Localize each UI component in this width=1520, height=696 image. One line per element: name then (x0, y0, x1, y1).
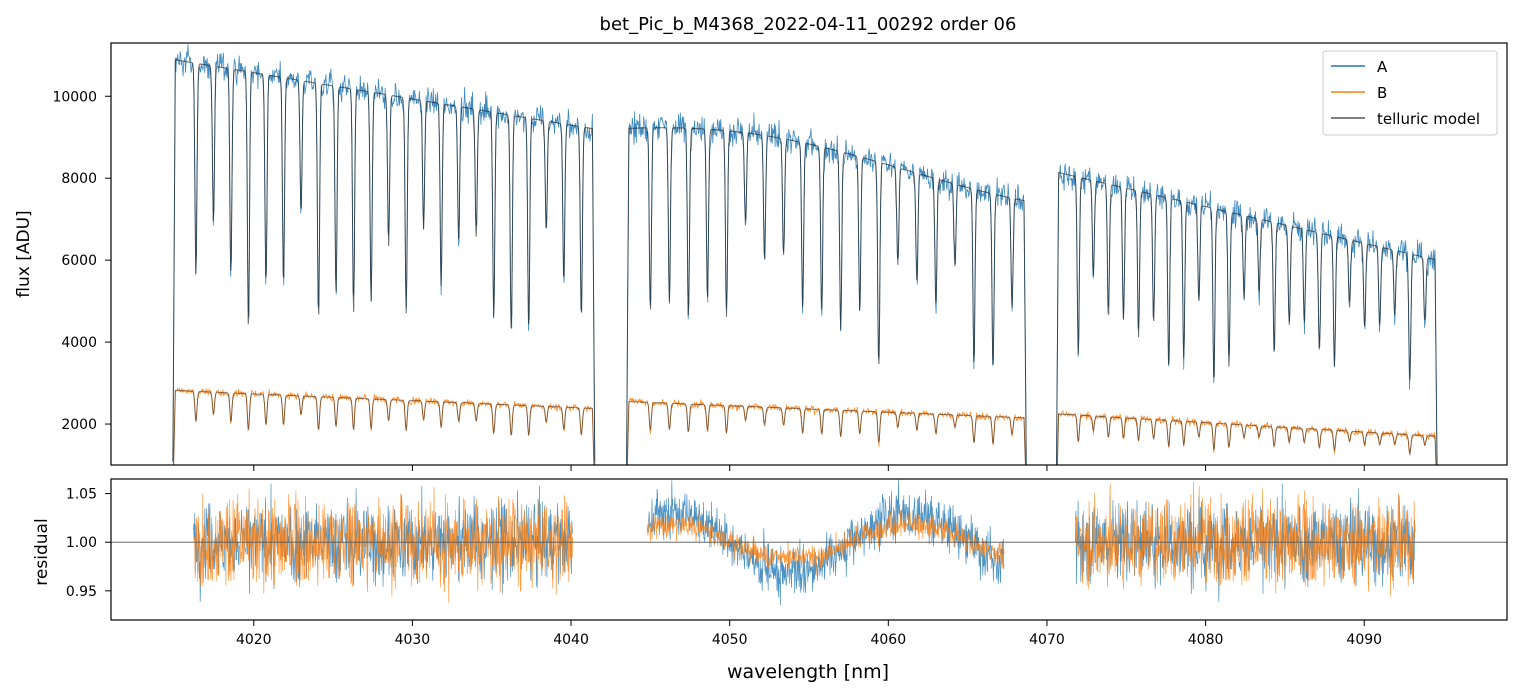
x-tick-label: 4060 (870, 632, 906, 648)
top-y-axis: 2000 4000 6000 8000 10000 (52, 89, 111, 433)
chart-title: bet_Pic_b_M4368_2022-04-11_00292 order 0… (600, 14, 1017, 35)
series-a-segment-1 (172, 44, 596, 463)
top-x-ticks (253, 465, 1365, 471)
telluric-model-b-segment-2 (626, 401, 1026, 465)
bottom-y-axis: 0.95 1.00 1.05 (66, 487, 111, 600)
series-b-segment-1 (173, 386, 595, 465)
top-y-tick-label: 2000 (61, 417, 97, 433)
x-tick-label: 4050 (712, 632, 748, 648)
bottom-y-tick-label: 1.05 (66, 487, 97, 503)
bottom-axes-frame (110, 478, 1508, 621)
x-tick-label: 4070 (1029, 632, 1065, 648)
top-y-tick-label: 10000 (52, 89, 97, 105)
x-axis-label: wavelength [nm] (727, 661, 889, 683)
series-a-segment-3 (1056, 163, 1438, 465)
x-tick-label: 4090 (1346, 632, 1382, 648)
top-axes-frame (110, 42, 1508, 466)
bottom-y-tick-label: 1.00 (66, 535, 97, 551)
legend-box (1322, 50, 1498, 136)
top-plot-area (172, 44, 1438, 465)
telluric-model-a-segment-1 (172, 59, 596, 465)
legend-label-telluric: telluric model (1377, 110, 1480, 128)
x-tick-label: 4030 (395, 632, 431, 648)
telluric-model-b-segment-1 (173, 389, 595, 465)
residual-b-segment-2 (646, 510, 1005, 576)
x-tick-label: 4040 (553, 632, 589, 648)
telluric-model-a-segment-2 (626, 127, 1027, 465)
telluric-model-b-segment-3 (1056, 413, 1437, 465)
top-y-tick-label: 6000 (61, 253, 97, 269)
series-b-segment-3 (1056, 409, 1437, 465)
legend-label-b: B (1377, 84, 1387, 102)
series-a-segment-2 (626, 111, 1027, 465)
top-panel: 2000 4000 6000 8000 10000 flux [ADU] A B tel… (14, 42, 1508, 471)
residual-b-segment-1 (193, 487, 573, 604)
bottom-y-tick-label: 0.95 (66, 584, 97, 600)
x-tick-label: 4080 (1188, 632, 1224, 648)
bottom-y-axis-label: residual (32, 518, 52, 585)
legend: A B telluric model (1322, 50, 1498, 136)
residual-b-segment-3 (1075, 481, 1416, 597)
bottom-plot-area (111, 479, 1507, 606)
x-axis: 4020 4030 4040 4050 4060 4070 4080 4090 (236, 620, 1382, 648)
x-tick-label: 4020 (236, 632, 272, 648)
top-y-axis-label: flux [ADU] (14, 210, 34, 297)
telluric-model-a-segment-3 (1056, 172, 1438, 465)
bottom-panel: 0.95 1.00 1.05 4020 4030 4040 4050 4060 4070 408… (32, 478, 1508, 683)
top-y-tick-label: 4000 (61, 335, 97, 351)
legend-label-a: A (1377, 58, 1388, 76)
top-y-tick-label: 8000 (61, 171, 97, 187)
